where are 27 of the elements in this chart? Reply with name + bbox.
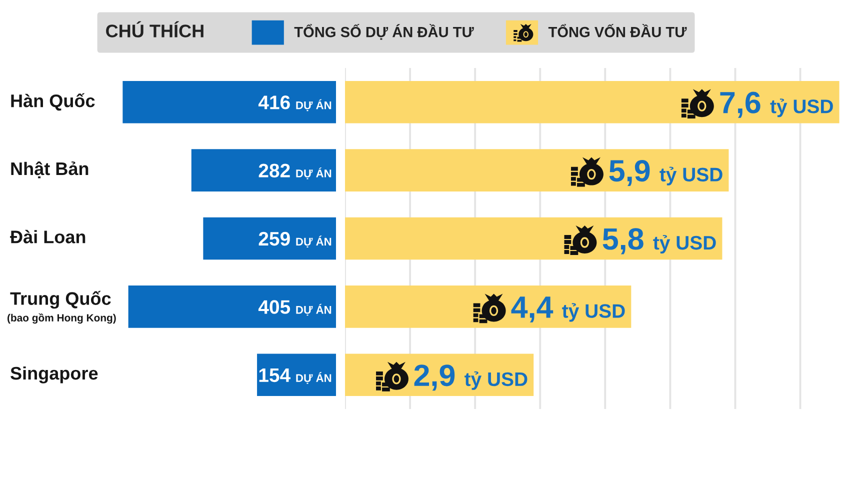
y-tick-label: Nhật Bản [11,161,88,178]
bar [345,149,729,192]
bar [345,80,840,124]
data-label: 5,9 tỷ USD [609,160,722,186]
bar [257,354,336,396]
bar [128,286,336,328]
bar [345,286,632,328]
bar [122,80,336,124]
data-label: 7,6 tỷ USD [720,92,833,118]
bar [203,217,336,260]
data-label: 405 DỰ ÁN [258,300,332,316]
y-tick-label: Đài Loan [10,230,86,244]
y-tick-label: Singapore [10,366,98,384]
legend-label: TỔNG VỐN ĐẦU TƯ [548,24,687,38]
bar [191,149,336,192]
data-label: 2,9 tỷ USD [414,364,528,391]
y-tick-label: Trung Quốc (bao gồm Hong Kong) [8,290,116,324]
data-label: 5,8 tỷ USD [602,228,716,254]
data-label: 154 DỰ ÁN [259,368,332,384]
y-tick-label: Hàn Quốc [11,93,95,111]
data-label: 4,4 tỷ USD [511,296,625,322]
data-label: 416 DỰ ÁN [258,96,332,112]
bar [345,217,722,260]
legend-title: CHÚ THÍCH [106,21,204,38]
data-label: 282 DỰ ÁN [258,164,332,180]
legend-label: TỔNG SỐ DỰ ÁN ĐẦU TƯ [294,24,474,40]
data-label: 259 DỰ ÁN [258,232,332,248]
